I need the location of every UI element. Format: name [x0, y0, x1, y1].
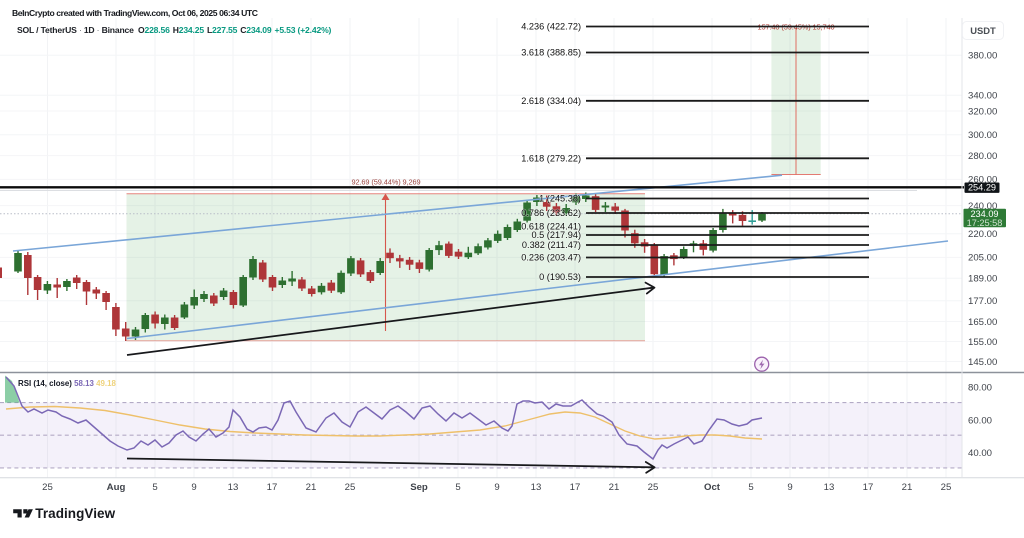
- svg-text:2.618 (334.04): 2.618 (334.04): [521, 96, 581, 106]
- svg-text:1.618 (279.22): 1.618 (279.22): [521, 154, 581, 164]
- svg-text:17: 17: [570, 482, 581, 493]
- svg-text:13: 13: [228, 482, 239, 493]
- svg-text:177.00: 177.00: [968, 296, 997, 307]
- svg-text:92.69 (59.44%) 9,269: 92.69 (59.44%) 9,269: [351, 178, 420, 187]
- svg-text:0.5 (217.94): 0.5 (217.94): [531, 230, 581, 240]
- svg-text:25: 25: [345, 482, 356, 493]
- svg-text:205.00: 205.00: [968, 253, 997, 264]
- svg-text:TradingView: TradingView: [35, 506, 115, 521]
- svg-text:25: 25: [941, 482, 952, 493]
- svg-text:USDT: USDT: [970, 25, 996, 36]
- svg-text:4.236 (422.72): 4.236 (422.72): [521, 22, 581, 32]
- svg-text:0 (190.53): 0 (190.53): [539, 272, 581, 282]
- svg-text:80.00: 80.00: [968, 383, 992, 394]
- svg-text:189.00: 189.00: [968, 274, 997, 285]
- svg-text:320.00: 320.00: [968, 106, 997, 117]
- svg-text:300.00: 300.00: [968, 130, 997, 141]
- svg-text:SOL / TetherUS · 1D · Binance: SOL / TetherUS · 1D · Binance O228.56 H23…: [17, 25, 332, 35]
- svg-text:0.786 (233.62): 0.786 (233.62): [521, 208, 581, 218]
- svg-text:25: 25: [42, 482, 53, 493]
- svg-text:BeInCrypto created with Tradin: BeInCrypto created with TradingView.com,…: [12, 8, 258, 18]
- svg-text:0.618 (224.41): 0.618 (224.41): [521, 222, 581, 232]
- svg-text:Sep: Sep: [410, 482, 428, 493]
- svg-text:0.382 (211.47): 0.382 (211.47): [522, 240, 581, 250]
- svg-text:240.00: 240.00: [968, 201, 997, 212]
- svg-text:60.00: 60.00: [968, 415, 992, 426]
- svg-text:9: 9: [787, 482, 792, 493]
- svg-text:21: 21: [902, 482, 913, 493]
- svg-text:260.00: 260.00: [968, 175, 997, 186]
- svg-text:5: 5: [748, 482, 753, 493]
- svg-text:13: 13: [824, 482, 835, 493]
- svg-text:9: 9: [494, 482, 499, 493]
- svg-text:1 (245.38): 1 (245.38): [539, 194, 581, 204]
- svg-text:17: 17: [267, 482, 278, 493]
- svg-text:5: 5: [455, 482, 460, 493]
- svg-text:234.09: 234.09: [970, 209, 998, 219]
- svg-text:3.618 (388.85): 3.618 (388.85): [521, 48, 581, 58]
- svg-text:9: 9: [191, 482, 196, 493]
- svg-text:13: 13: [531, 482, 542, 493]
- svg-text:155.00: 155.00: [968, 337, 997, 348]
- svg-text:25: 25: [648, 482, 659, 493]
- svg-text:RSI (14, close) 58.13 49.18: RSI (14, close) 58.13 49.18: [18, 379, 116, 388]
- svg-text:Oct: Oct: [704, 482, 721, 493]
- svg-text:254.29: 254.29: [968, 183, 996, 193]
- svg-text:380.00: 380.00: [968, 51, 997, 62]
- svg-text:280.00: 280.00: [968, 151, 997, 162]
- svg-text:21: 21: [609, 482, 620, 493]
- svg-text:165.00: 165.00: [968, 317, 997, 328]
- svg-text:Aug: Aug: [107, 482, 126, 493]
- svg-text:40.00: 40.00: [968, 448, 992, 459]
- svg-text:220.00: 220.00: [968, 229, 997, 240]
- svg-text:21: 21: [306, 482, 317, 493]
- svg-text:17:25:58: 17:25:58: [967, 218, 1003, 228]
- svg-text:17: 17: [863, 482, 874, 493]
- svg-text:5: 5: [152, 482, 157, 493]
- svg-text:340.00: 340.00: [968, 91, 997, 102]
- svg-text:0.236 (203.47): 0.236 (203.47): [521, 253, 581, 263]
- svg-text:145.00: 145.00: [968, 357, 997, 368]
